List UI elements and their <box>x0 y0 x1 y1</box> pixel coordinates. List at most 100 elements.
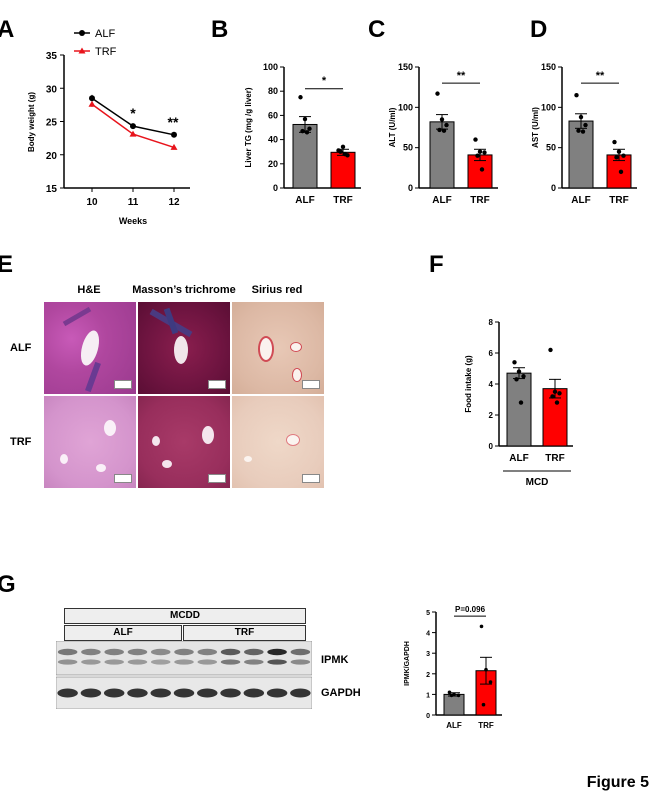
ipmk-blot-strip <box>56 641 312 676</box>
band-label-ipmk: IPMK <box>321 654 349 666</box>
ipmk-band <box>57 648 78 656</box>
y-axis-label: Body weight (g) <box>27 92 36 152</box>
ipmk-band <box>290 648 311 656</box>
y-tick-label: 60 <box>268 110 278 120</box>
blot-group-trf: TRF <box>183 625 306 641</box>
histo-image-trf-sirius <box>232 396 324 488</box>
ipmk-band <box>104 659 124 665</box>
panel-letter-g: G <box>0 571 16 598</box>
histo-image-alf-he <box>44 302 136 394</box>
gapdh-band <box>127 688 148 698</box>
data-point <box>583 122 588 128</box>
significance-marker: * <box>322 75 327 87</box>
data-point-alf <box>171 131 177 138</box>
ipmk-band <box>220 648 241 656</box>
data-point <box>340 144 346 150</box>
y-tick-label: 50 <box>403 143 413 153</box>
ipmk-band <box>104 648 124 656</box>
data-point <box>300 128 305 134</box>
data-point <box>557 391 562 396</box>
ipmk-band <box>81 648 101 656</box>
x-axis-label: Weeks <box>119 216 147 226</box>
significance-marker: ** <box>168 114 179 130</box>
data-point <box>298 95 303 100</box>
x-tick-label: TRF <box>470 195 489 206</box>
histo-image-alf-sirius <box>232 302 324 394</box>
bar-alf <box>429 121 455 189</box>
y-tick-label: 80 <box>268 86 278 96</box>
data-point <box>578 114 584 120</box>
panel-letter-c: C <box>368 16 386 43</box>
x-tick-label: TRF <box>609 195 628 206</box>
y-axis-label: Liver TG (mg /g liver) <box>244 87 253 167</box>
legend-marker-trf <box>78 47 86 54</box>
blot-group-alf: ALF <box>64 625 182 641</box>
data-point <box>512 360 517 365</box>
data-point <box>574 93 579 98</box>
ipmk-band <box>174 648 194 656</box>
data-point-trf <box>129 130 137 137</box>
bar-alf <box>443 693 465 716</box>
y-tick-label: 150 <box>398 62 413 72</box>
ipmk-band <box>267 659 287 665</box>
gapdh-band <box>266 688 288 698</box>
data-point <box>552 389 558 394</box>
histo-row-trf: TRF <box>10 436 32 448</box>
liver-tg-bar-chart: 0 20 40 60 80 100 Liver TG (mg /g liver) ALF TRF… <box>244 62 361 206</box>
bar-alf <box>506 372 532 447</box>
data-point <box>514 377 519 382</box>
pvalue-label: P=0.096 <box>455 605 486 614</box>
y-tick-label: 4 <box>489 380 494 389</box>
ipmk-band <box>150 648 171 656</box>
data-point <box>618 169 624 175</box>
y-tick-label: 100 <box>263 62 278 72</box>
body-weight-line-chart: 15 20 25 30 35 10 11 12 Weeks Body weight (g) ALF T… <box>27 28 190 226</box>
alt-bar-chart: 0 50 100 150 ALT (U/ml) ALF TRF ** <box>388 62 498 206</box>
y-tick-label: 0 <box>426 713 430 720</box>
y-axis-label: ALT (U/ml) <box>388 107 397 147</box>
data-point <box>338 149 343 154</box>
data-point <box>548 347 553 353</box>
histo-image-trf-masson <box>138 396 230 488</box>
data-point <box>518 400 524 405</box>
x-tick-label: 10 <box>86 197 98 208</box>
ipmk-band <box>267 648 287 656</box>
y-tick-label: 0 <box>489 442 494 451</box>
y-tick-label: 30 <box>46 84 58 95</box>
panel-letter-b: B <box>211 16 229 43</box>
data-point <box>576 128 581 133</box>
y-tick-label: 1 <box>426 692 430 699</box>
data-point <box>550 394 555 399</box>
x-tick-label: 12 <box>168 197 180 208</box>
ipmk-band <box>290 659 311 665</box>
y-tick-label: 20 <box>46 151 58 162</box>
data-point <box>449 693 454 698</box>
data-point <box>439 117 445 122</box>
blot-image <box>56 641 312 709</box>
panel-letter-a: A <box>0 16 15 43</box>
y-tick-label: 2 <box>489 411 494 420</box>
ipmk-band <box>127 659 148 665</box>
panel-letter-f: F <box>429 251 444 278</box>
ipmk-band <box>57 659 78 665</box>
histo-image-trf-he <box>44 396 136 488</box>
gapdh-band <box>197 688 218 698</box>
x-tick-label: ALF <box>432 195 451 206</box>
gapdh-band <box>220 688 241 698</box>
significance-marker: * <box>130 105 136 121</box>
data-point <box>554 400 560 405</box>
data-point-alf <box>89 95 95 102</box>
significance-marker: ** <box>457 70 466 82</box>
bar-alf <box>292 123 318 189</box>
data-point <box>612 139 617 145</box>
y-tick-label: 5 <box>426 610 430 617</box>
y-tick-label: 20 <box>268 159 278 169</box>
ipmk-band <box>81 659 101 665</box>
histo-col-he: H&E <box>77 284 101 296</box>
data-point-trf <box>88 100 96 107</box>
data-point <box>441 128 447 133</box>
histo-col-sirius: Sirius red <box>251 284 303 296</box>
gapdh-band <box>103 688 125 698</box>
gapdh-band <box>173 688 195 698</box>
data-point <box>456 693 461 698</box>
